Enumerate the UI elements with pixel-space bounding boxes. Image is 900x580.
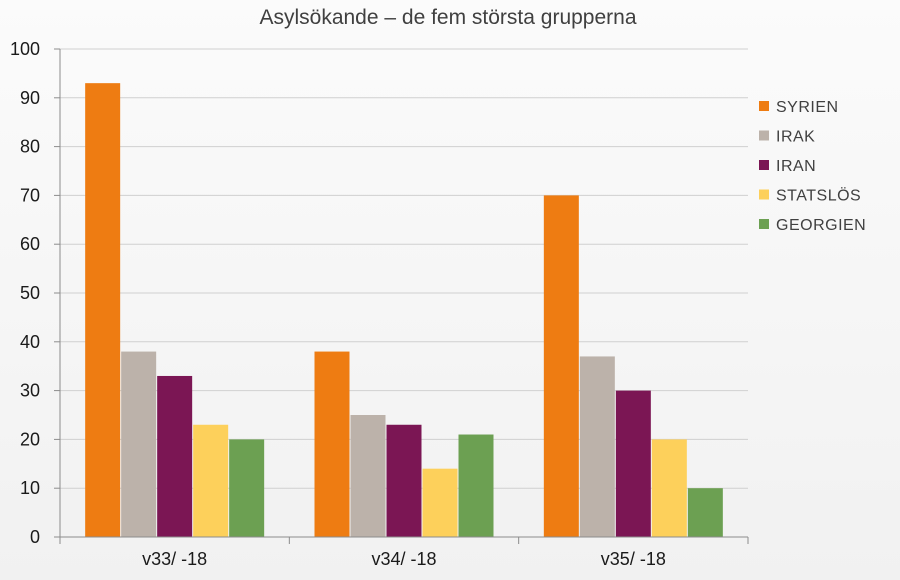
axes xyxy=(54,48,749,544)
bar-syrien-3 xyxy=(543,195,579,537)
y-axis-ticks: 0 10 20 30 40 50 60 70 80 90 100 xyxy=(10,39,40,547)
bar-syrien-2 xyxy=(314,351,350,537)
bar-statslös-3 xyxy=(651,439,687,537)
bar-syrien-1 xyxy=(85,83,121,537)
bar-irak-3 xyxy=(579,356,615,537)
bar-irak-2 xyxy=(350,415,386,537)
x-tick-label: v33/ -18 xyxy=(142,549,207,569)
legend-swatch-irak xyxy=(759,130,769,141)
y-tick-label: 20 xyxy=(20,429,40,449)
y-tick-label: 40 xyxy=(20,332,40,352)
bar-georgien-1 xyxy=(229,439,265,537)
legend-swatch-georgien xyxy=(759,219,769,229)
y-tick-label: 30 xyxy=(20,381,40,401)
y-tick-label: 70 xyxy=(20,185,40,205)
x-tick-label: v34/ -18 xyxy=(371,549,436,569)
y-tick-label: 100 xyxy=(10,39,40,59)
y-tick-label: 10 xyxy=(20,478,40,498)
legend-swatch-iran xyxy=(759,160,769,170)
legend-label-iran: IRAN xyxy=(776,158,816,175)
chart-title: Asylsökande – de fem största grupperna xyxy=(259,6,636,29)
bar-iran-2 xyxy=(386,424,422,537)
legend-label-syrien: SYRIEN xyxy=(776,99,839,116)
bar-statslös-2 xyxy=(422,468,458,537)
legend-label-georgien: GEORGIEN xyxy=(776,217,866,234)
legend-label-statslös: STATSLÖS xyxy=(776,187,861,205)
bar-iran-3 xyxy=(615,390,651,537)
y-tick-label: 0 xyxy=(30,527,40,547)
legend-swatch-syrien xyxy=(759,101,769,111)
x-axis-ticks: v33/ -18 v34/ -18 v35/ -18 xyxy=(142,549,666,569)
bar-statslös-1 xyxy=(193,424,229,537)
legend-swatch-statslös xyxy=(759,189,769,200)
bar-georgien-2 xyxy=(458,434,494,537)
y-tick-label: 80 xyxy=(20,137,40,157)
bar-irak-1 xyxy=(121,351,157,537)
bar-georgien-3 xyxy=(687,488,723,537)
bar-iran-1 xyxy=(157,375,193,537)
x-tick-label: v35/ -18 xyxy=(601,549,666,569)
y-tick-label: 50 xyxy=(20,283,40,303)
y-tick-label: 60 xyxy=(20,234,40,254)
legend-label-irak: IRAK xyxy=(776,129,815,146)
legend: SYRIEN IRAK IRAN STATSLÖS GEORGIEN xyxy=(759,99,866,234)
y-tick-label: 90 xyxy=(20,88,40,108)
bars xyxy=(85,83,723,537)
